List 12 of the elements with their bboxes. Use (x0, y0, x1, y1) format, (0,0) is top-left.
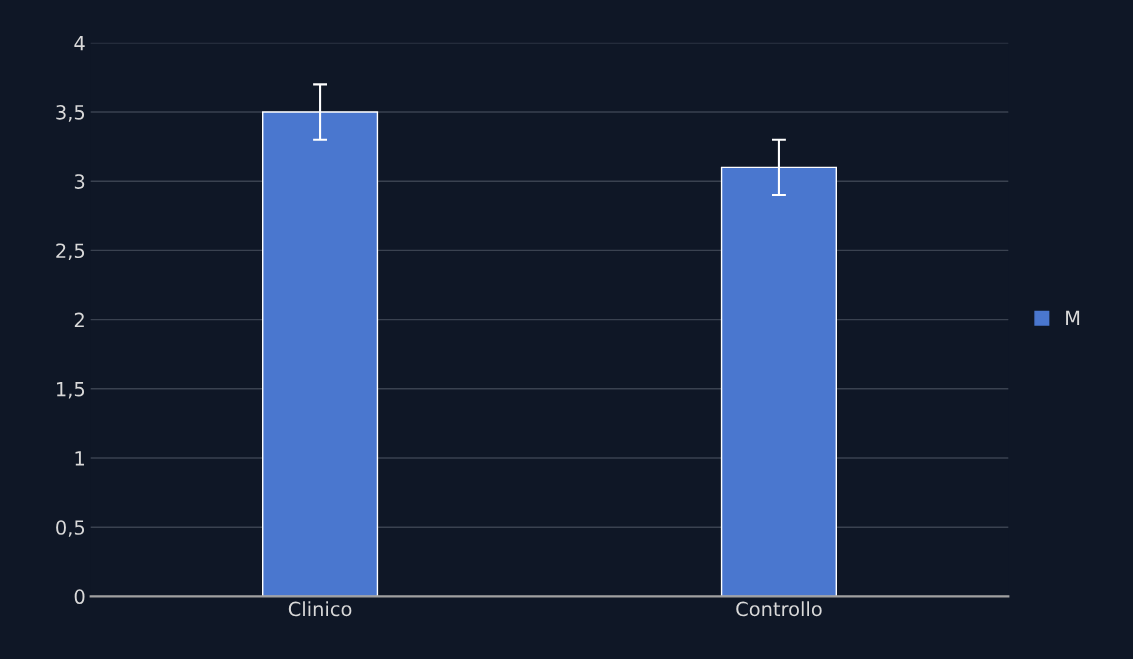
x-tick-label: Controllo (736, 601, 822, 617)
y-tick-label: 0,5 (56, 520, 85, 537)
y-tick-label: 3 (74, 174, 85, 189)
y-tick-label: 2,5 (56, 243, 85, 261)
y-tick-label: 2 (74, 312, 84, 327)
x-tick-label: Clinico (288, 601, 352, 617)
y-tick-label: 4 (74, 36, 85, 51)
legend-label: M (1066, 310, 1080, 325)
y-tick-label: 3,5 (56, 104, 85, 122)
y-tick-label: 0 (74, 589, 85, 605)
y-tick-label: 1 (75, 451, 84, 466)
y-tick-label: 1,5 (56, 382, 85, 399)
